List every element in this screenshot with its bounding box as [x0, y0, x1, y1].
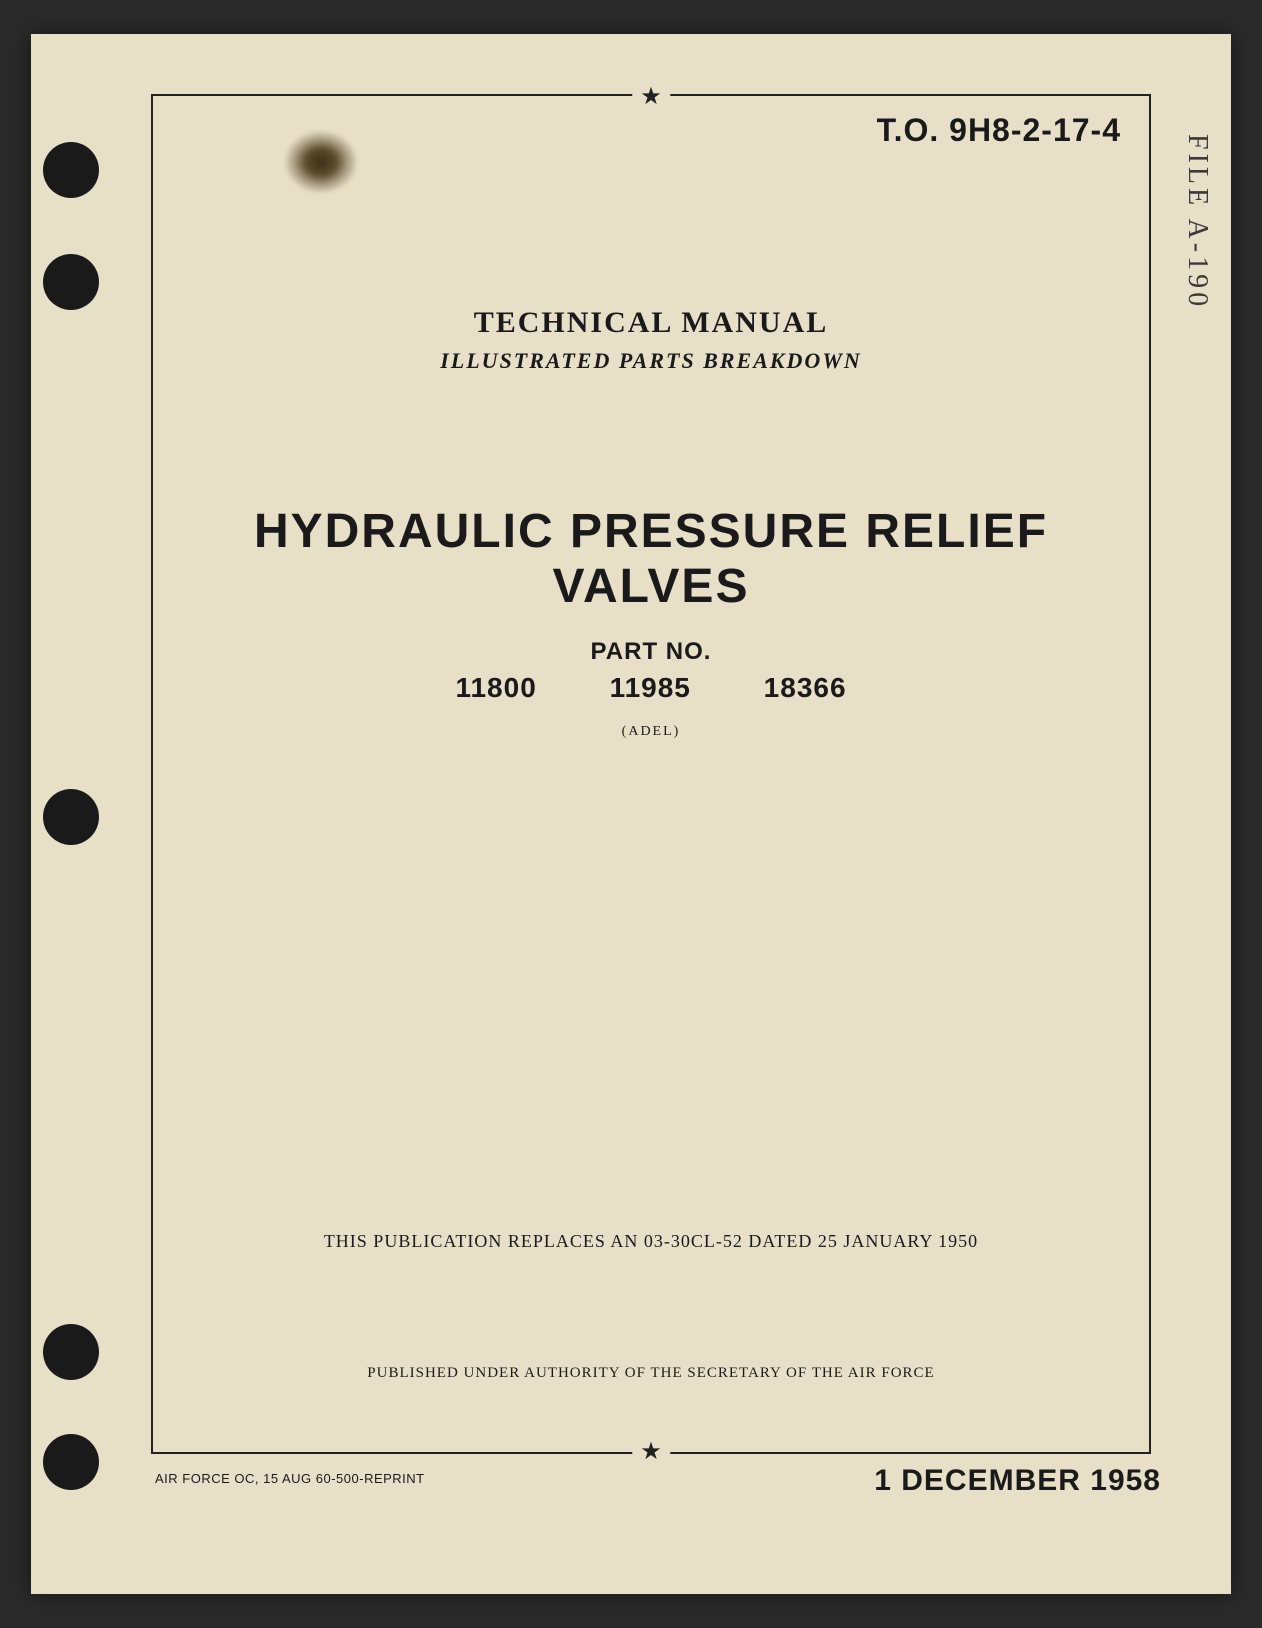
authority-note: PUBLISHED UNDER AUTHORITY OF THE SECRETA… — [153, 1365, 1149, 1382]
document-subtitle: ILLUSTRATED PARTS BREAKDOWN — [153, 348, 1149, 374]
reprint-info: AIR FORCE OC, 15 AUG 60-500-REPRINT — [155, 1471, 425, 1486]
punch-hole — [43, 142, 99, 198]
manual-heading: TECHNICAL MANUAL — [153, 306, 1149, 340]
part-numbers-list: 11800 11985 18366 — [153, 672, 1149, 704]
part-number: 11985 — [610, 672, 691, 703]
part-number: 18366 — [764, 672, 847, 703]
document-title: HYDRAULIC PRESSURE RELIEF VALVES — [153, 504, 1149, 614]
manufacturer-name: (ADEL) — [153, 724, 1149, 740]
handwritten-file-note: FILE A-190 — [1181, 134, 1213, 310]
part-number: 11800 — [455, 672, 536, 703]
part-number-label: PART NO. — [153, 638, 1149, 666]
document-content: T.O. 9H8-2-17-4 TECHNICAL MANUAL ILLUSTR… — [153, 96, 1149, 1452]
punch-hole — [43, 1324, 99, 1380]
punch-hole — [43, 1434, 99, 1490]
publication-date: 1 DECEMBER 1958 — [874, 1464, 1161, 1498]
punch-hole — [43, 254, 99, 310]
content-border: ★ ★ T.O. 9H8-2-17-4 TECHNICAL MANUAL ILL… — [151, 94, 1151, 1454]
replaces-note: THIS PUBLICATION REPLACES AN 03-30CL-52 … — [153, 1231, 1149, 1252]
document-page: ★ ★ T.O. 9H8-2-17-4 TECHNICAL MANUAL ILL… — [31, 34, 1231, 1594]
punch-hole — [43, 789, 99, 845]
document-number: T.O. 9H8-2-17-4 — [877, 112, 1121, 149]
